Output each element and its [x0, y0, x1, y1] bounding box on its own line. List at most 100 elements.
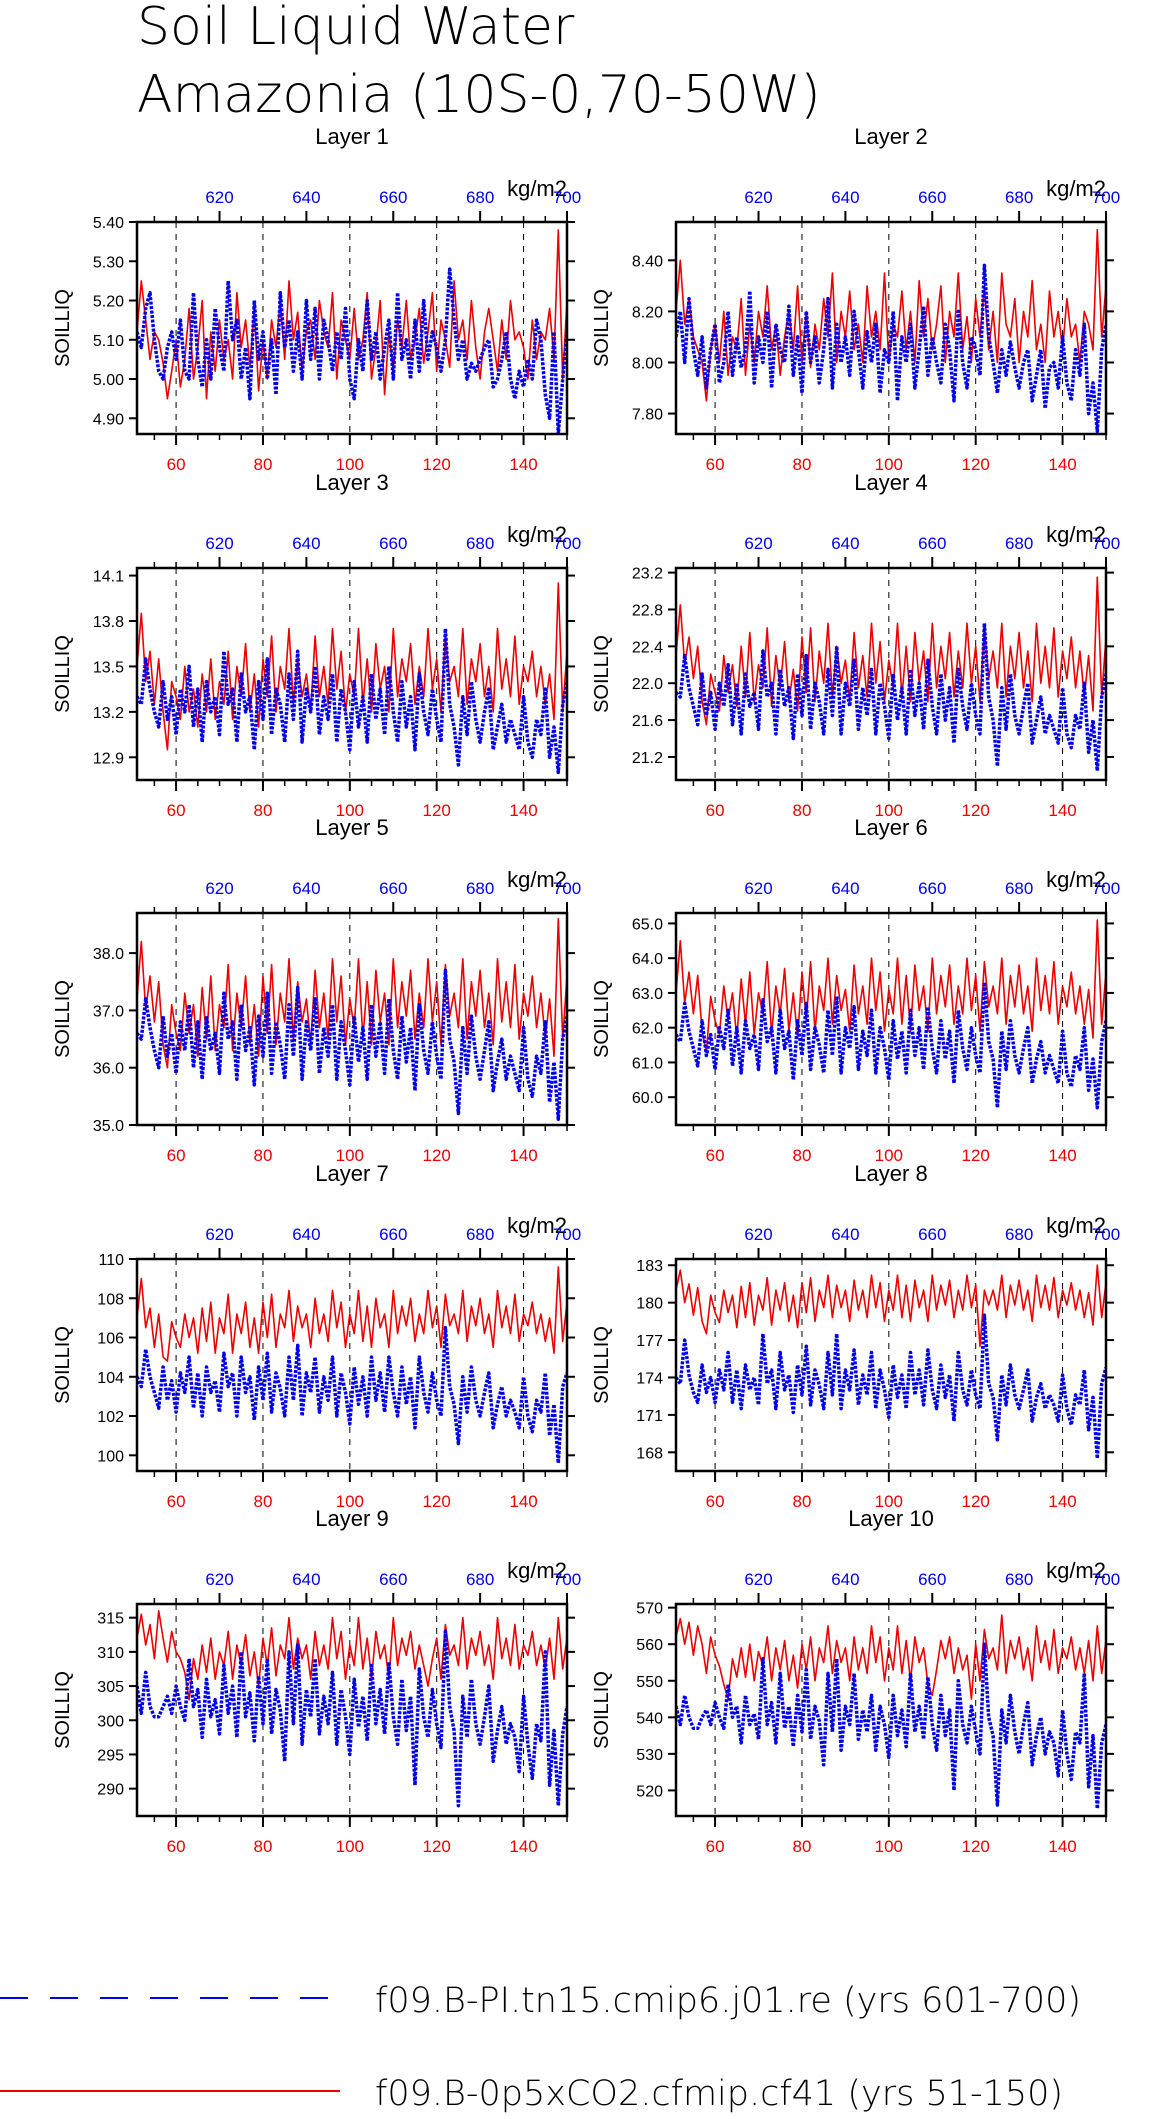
y-tick-label: 8.00	[632, 355, 663, 372]
y-tick-label: 22.8	[632, 602, 663, 619]
x-bottom-tick-label: 60	[167, 1492, 186, 1511]
x-bottom-tick-label: 140	[1048, 1837, 1076, 1856]
x-bottom-tick-label: 140	[509, 1492, 537, 1511]
x-top-tick-label: 640	[831, 188, 859, 207]
series-line-pi-control	[137, 1325, 567, 1465]
y-tick-label: 37.0	[93, 1003, 124, 1020]
y-tick-label: 300	[97, 1713, 124, 1730]
y-tick-label: 5.40	[93, 215, 124, 232]
x-top-tick-label: 620	[205, 879, 233, 898]
legend-label-pi-control: f09.B-PI.tn15.cmip6.j01.re (yrs 601-700)	[375, 1981, 1081, 2021]
y-axis-label: SOILLIQ	[591, 1326, 613, 1404]
y-tick-label: 5.10	[93, 333, 124, 350]
y-tick-label: 183	[636, 1258, 663, 1275]
series-line-half-co2	[676, 576, 1106, 726]
units-label: kg/m2	[1046, 176, 1106, 201]
units-label: kg/m2	[507, 522, 567, 547]
x-bottom-tick-label: 80	[253, 1837, 272, 1856]
series-line-half-co2	[676, 1614, 1106, 1700]
y-tick-label: 5.00	[93, 372, 124, 389]
x-bottom-tick-label: 140	[1048, 1492, 1076, 1511]
plot-frame	[674, 911, 1108, 1127]
panels-grid: Layer 1 kg/m2 SOILLIQ 5.40 5.30 5.20 5.10 5.00 4…	[52, 124, 1120, 1856]
panel-title: Layer 9	[315, 1506, 388, 1531]
x-bottom-tick-label: 100	[875, 801, 903, 820]
x-bottom-tick-label: 60	[706, 455, 725, 474]
x-bottom-tick-label: 80	[792, 1837, 811, 1856]
units-label: kg/m2	[1046, 867, 1106, 892]
y-tick-label: 174	[636, 1370, 663, 1387]
x-bottom-tick-label: 120	[962, 1146, 990, 1165]
panel-title: Layer 4	[854, 470, 927, 495]
legend-label-half-co2: f09.B-0p5xCO2.cfmip.cf41 (yrs 51-150)	[375, 2074, 1063, 2114]
y-tick-label: 100	[97, 1448, 124, 1465]
series-line-half-co2	[137, 1610, 567, 1701]
y-tick-label: 7.80	[632, 407, 663, 424]
x-bottom-tick-label: 60	[167, 455, 186, 474]
x-top-tick-label: 680	[1005, 188, 1033, 207]
x-bottom-tick-label: 60	[706, 1492, 725, 1511]
x-bottom-tick-label: 60	[167, 1837, 186, 1856]
y-axis-label: SOILLIQ	[52, 289, 74, 367]
plot-frame	[674, 1257, 1108, 1473]
y-tick-label: 520	[636, 1783, 663, 1800]
x-bottom-tick-label: 60	[167, 801, 186, 820]
x-bottom-tick-label: 100	[875, 455, 903, 474]
y-tick-label: 8.40	[632, 253, 663, 270]
x-top-tick-label: 620	[744, 1570, 772, 1589]
x-top-tick-label: 640	[831, 1225, 859, 1244]
y-tick-label: 35.0	[93, 1118, 124, 1135]
y-axis-label: SOILLIQ	[591, 1671, 613, 1749]
y-tick-label: 168	[636, 1445, 663, 1462]
legend: f09.B-PI.tn15.cmip6.j01.re (yrs 601-700)…	[0, 1981, 1081, 2114]
panel-layer-4: Layer 4 kg/m2 SOILLIQ 23.2 22.8 22.4 22.0 21.6 2…	[591, 470, 1120, 820]
y-axis-label: SOILLIQ	[591, 289, 613, 367]
x-bottom-tick-label: 120	[423, 455, 451, 474]
plot-frame	[674, 220, 1108, 436]
plot-frame	[674, 566, 1108, 782]
x-top-tick-label: 700	[1092, 1225, 1120, 1244]
panel-layer-3: Layer 3 kg/m2 SOILLIQ 14.1 13.8 13.5 13.2 12.9 6…	[52, 470, 581, 820]
x-bottom-tick-label: 120	[962, 801, 990, 820]
panel-title: Layer 1	[315, 124, 388, 149]
x-bottom-tick-label: 60	[706, 1146, 725, 1165]
x-bottom-tick-label: 120	[962, 455, 990, 474]
panel-title: Layer 8	[854, 1161, 927, 1186]
panel-layer-8: Layer 8 kg/m2 SOILLIQ 183 180 177 174 171 168 60 8…	[591, 1161, 1120, 1511]
x-bottom-tick-label: 120	[423, 1492, 451, 1511]
x-top-tick-label: 640	[292, 534, 320, 553]
x-bottom-tick-label: 120	[423, 801, 451, 820]
x-bottom-tick-label: 80	[253, 455, 272, 474]
y-tick-label: 65.0	[632, 916, 663, 933]
x-top-tick-label: 660	[918, 188, 946, 207]
y-tick-label: 530	[636, 1747, 663, 1764]
y-tick-label: 12.9	[93, 750, 124, 767]
x-top-tick-label: 700	[1092, 534, 1120, 553]
units-label: kg/m2	[507, 867, 567, 892]
y-tick-label: 64.0	[632, 951, 663, 968]
plot-frame	[135, 911, 569, 1127]
x-bottom-tick-label: 140	[509, 801, 537, 820]
units-label: kg/m2	[507, 1213, 567, 1238]
x-bottom-tick-label: 80	[792, 801, 811, 820]
y-tick-label: 295	[97, 1747, 124, 1764]
y-axis-label: SOILLIQ	[591, 635, 613, 713]
x-bottom-tick-label: 80	[253, 1146, 272, 1165]
figure-title-line1: Soil Liquid Water	[137, 0, 575, 57]
y-tick-label: 171	[636, 1408, 663, 1425]
y-tick-label: 110	[98, 1252, 124, 1269]
y-tick-label: 63.0	[632, 986, 663, 1003]
x-top-tick-label: 640	[292, 1225, 320, 1244]
x-top-tick-label: 620	[744, 534, 772, 553]
x-top-tick-label: 680	[466, 1225, 494, 1244]
x-top-tick-label: 640	[831, 534, 859, 553]
x-bottom-tick-label: 100	[875, 1492, 903, 1511]
x-top-tick-label: 640	[292, 1570, 320, 1589]
y-tick-label: 22.0	[632, 676, 663, 693]
series-line-pi-control	[676, 263, 1106, 434]
y-tick-label: 13.8	[93, 614, 124, 631]
x-top-tick-label: 700	[1092, 1570, 1120, 1589]
x-top-tick-label: 660	[379, 188, 407, 207]
y-tick-label: 21.2	[632, 750, 663, 767]
